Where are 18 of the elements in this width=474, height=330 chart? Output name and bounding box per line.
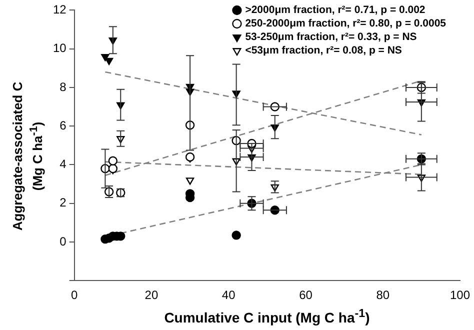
legend-label: 250-2000μm fraction, r²= 0.80, p = 0.0005	[245, 18, 446, 30]
y-tick-label: 2	[60, 196, 67, 210]
x-tick-label: 20	[144, 288, 158, 302]
x-tick-label: 0	[71, 288, 78, 302]
y-tick-label: 12	[52, 2, 67, 17]
legend-label: 53-250μm fraction, r²= 0.33, p = NS	[245, 31, 417, 44]
y-tick-label: 10	[52, 41, 67, 56]
x-axis-title: Cumulative C input (Mg C ha$^{-1}$)	[163, 307, 371, 326]
y-tick-label: 6	[60, 118, 67, 132]
x-tick-label: 100	[450, 288, 470, 302]
x-tick-label: 80	[376, 288, 390, 302]
y-tick-label: 8	[60, 80, 67, 94]
legend-label: <53μm fraction, r²= 0.08, p = NS	[245, 44, 402, 57]
y-tick-label: 4	[60, 157, 67, 172]
y-tick-label: 0	[60, 234, 67, 248]
legend-label: >2000μm fraction, r²= 0.71, p = 0.002	[245, 4, 426, 16]
x-tick-label: 60	[299, 288, 313, 302]
x-tick-label: 40	[222, 288, 236, 302]
